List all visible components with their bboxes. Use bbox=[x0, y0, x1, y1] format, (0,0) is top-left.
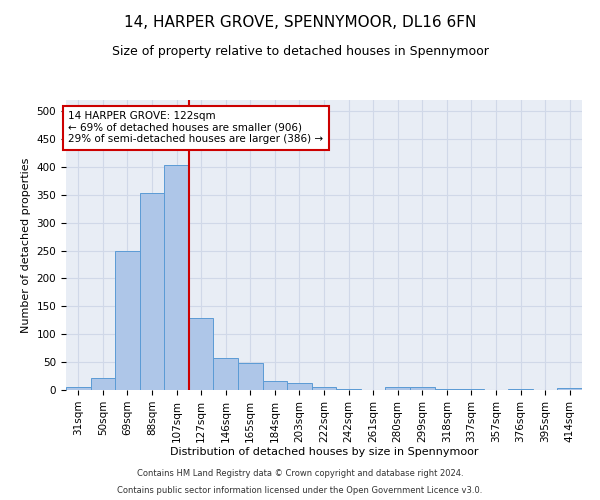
Bar bbox=[459, 389, 484, 390]
Text: 14, HARPER GROVE, SPENNYMOOR, DL16 6FN: 14, HARPER GROVE, SPENNYMOOR, DL16 6FN bbox=[124, 15, 476, 30]
Bar bbox=[336, 389, 361, 390]
Bar bbox=[263, 381, 287, 390]
Bar bbox=[434, 389, 459, 390]
Bar bbox=[66, 387, 91, 390]
Bar bbox=[557, 388, 582, 390]
Bar bbox=[115, 250, 140, 390]
Text: Size of property relative to detached houses in Spennymoor: Size of property relative to detached ho… bbox=[112, 45, 488, 58]
Bar bbox=[189, 318, 214, 390]
Bar bbox=[164, 165, 189, 390]
Text: Contains public sector information licensed under the Open Government Licence v3: Contains public sector information licen… bbox=[118, 486, 482, 495]
Bar bbox=[287, 384, 312, 390]
Bar bbox=[410, 387, 434, 390]
Bar bbox=[312, 387, 336, 390]
Y-axis label: Number of detached properties: Number of detached properties bbox=[21, 158, 31, 332]
Bar bbox=[91, 378, 115, 390]
Bar bbox=[385, 386, 410, 390]
Text: 14 HARPER GROVE: 122sqm
← 69% of detached houses are smaller (906)
29% of semi-d: 14 HARPER GROVE: 122sqm ← 69% of detache… bbox=[68, 111, 323, 144]
Text: Contains HM Land Registry data © Crown copyright and database right 2024.: Contains HM Land Registry data © Crown c… bbox=[137, 468, 463, 477]
Bar bbox=[140, 193, 164, 390]
X-axis label: Distribution of detached houses by size in Spennymoor: Distribution of detached houses by size … bbox=[170, 448, 478, 458]
Bar bbox=[214, 358, 238, 390]
Bar bbox=[238, 362, 263, 390]
